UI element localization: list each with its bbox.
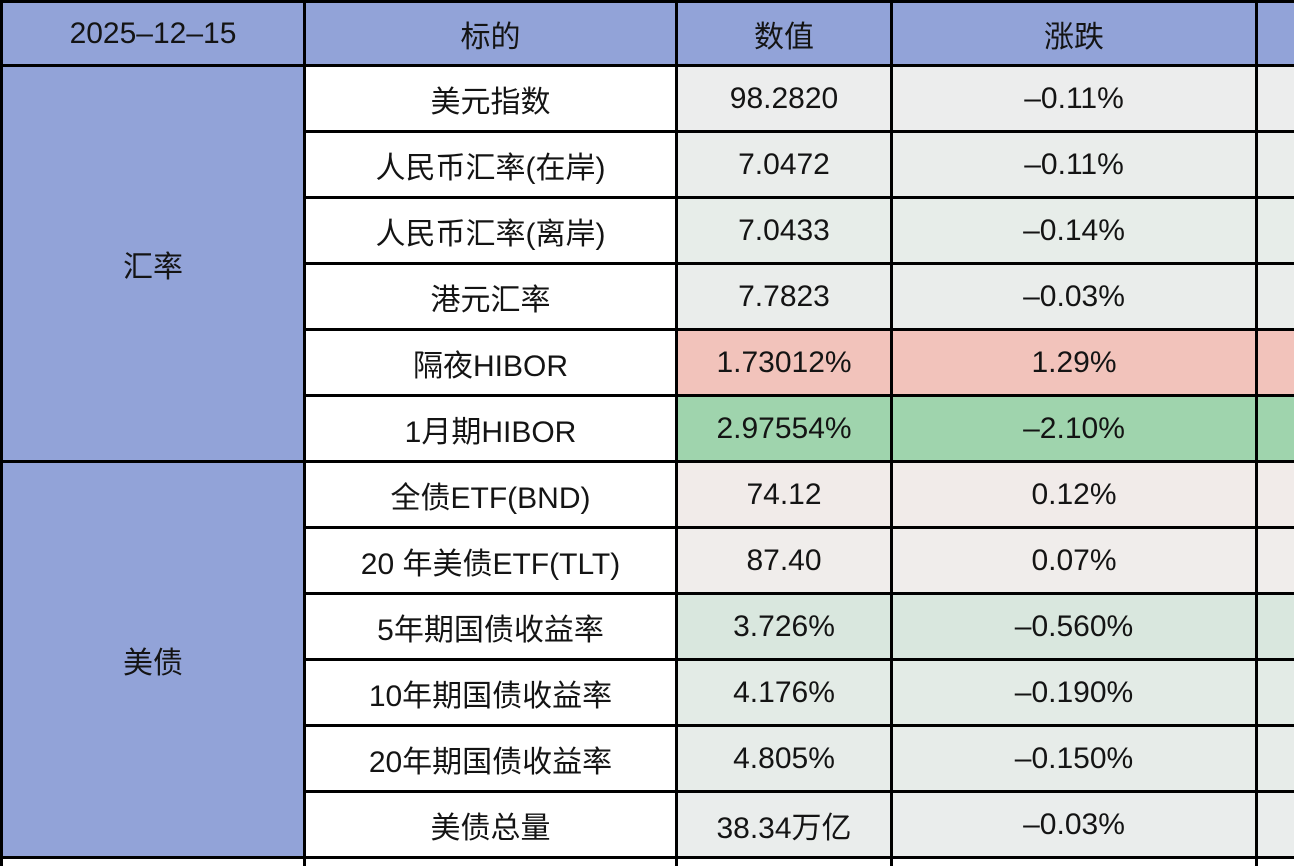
target-cell: 10年期国债收益率: [303, 658, 678, 727]
table-row: 20 年美债ETF(TLT) 87.40 0.07%: [2, 526, 1294, 595]
table-row: 美债 全债ETF(BND) 74.12 0.12%: [0, 460, 1294, 859]
clipped-column-header: [1255, 0, 1294, 67]
clipped-cell: [1255, 394, 1294, 463]
partial-cell: [675, 856, 893, 866]
value-cell: 2.97554%: [675, 394, 893, 463]
table-row: 人民币汇率(在岸) 7.0472 –0.11%: [2, 130, 1294, 199]
table-row: 20年期国债收益率 4.805% –0.150%: [2, 724, 1294, 793]
value-cell: 87.40: [675, 526, 893, 595]
value-cell: 7.7823: [675, 262, 893, 331]
value-header: 数值: [675, 0, 893, 67]
target-cell: 美元指数: [303, 64, 678, 133]
target-cell: 5年期国债收益率: [303, 592, 678, 661]
value-cell: 3.726%: [675, 592, 893, 661]
change-cell: –0.11%: [890, 64, 1258, 133]
clipped-cell: [1255, 196, 1294, 265]
section-label-bonds: 美债: [0, 460, 306, 859]
clipped-cell: [1255, 724, 1294, 793]
table-row: 人民币汇率(离岸) 7.0433 –0.14%: [2, 196, 1294, 265]
clipped-cell: [1255, 262, 1294, 331]
clipped-cell: [1255, 658, 1294, 727]
change-cell: –0.190%: [890, 658, 1258, 727]
target-cell: 港元汇率: [303, 262, 678, 331]
partial-cell: [303, 856, 678, 866]
value-cell: 4.176%: [675, 658, 893, 727]
clipped-cell: [1255, 790, 1294, 859]
partial-cell: [0, 856, 306, 866]
change-cell: 0.07%: [890, 526, 1258, 595]
change-header: 涨跌: [890, 0, 1258, 67]
target-cell: 人民币汇率(离岸): [303, 196, 678, 265]
target-cell: 美债总量: [303, 790, 678, 859]
target-cell: 1月期HIBOR: [303, 394, 678, 463]
value-cell: 98.2820: [675, 64, 893, 133]
value-cell: 4.805%: [675, 724, 893, 793]
clipped-cell: [1255, 64, 1294, 133]
change-cell: –0.560%: [890, 592, 1258, 661]
change-cell: –0.150%: [890, 724, 1258, 793]
value-cell: 74.12: [675, 460, 893, 529]
value-cell: 7.0472: [675, 130, 893, 199]
change-cell: 0.12%: [890, 460, 1258, 529]
target-cell: 隔夜HIBOR: [303, 328, 678, 397]
clipped-cell: [1255, 592, 1294, 661]
change-cell: –0.14%: [890, 196, 1258, 265]
table-row: 隔夜HIBOR 1.73012% 1.29%: [2, 328, 1294, 397]
table-row: 港元汇率 7.7823 –0.03%: [2, 262, 1294, 331]
table-row: 汇率 美元指数 98.2820 –0.11%: [0, 64, 1294, 463]
partial-row: [0, 856, 1294, 866]
clipped-cell: [1255, 526, 1294, 595]
target-cell: 20 年美债ETF(TLT): [303, 526, 678, 595]
change-cell: –2.10%: [890, 394, 1258, 463]
change-cell: –0.11%: [890, 130, 1258, 199]
target-cell: 全债ETF(BND): [303, 460, 678, 529]
clipped-cell: [1255, 130, 1294, 199]
table-row: 1月期HIBOR 2.97554% –2.10%: [2, 394, 1294, 463]
target-cell: 人民币汇率(在岸): [303, 130, 678, 199]
value-cell: 38.34万亿: [675, 790, 893, 859]
table-row: 美债总量 38.34万亿 –0.03%: [2, 790, 1294, 859]
header-row: 2025–12–15 标的 数值 涨跌: [0, 0, 1294, 67]
partial-cell: [890, 856, 1258, 866]
clipped-cell: [1255, 460, 1294, 529]
change-cell: –0.03%: [890, 790, 1258, 859]
value-cell: 1.73012%: [675, 328, 893, 397]
table-row: 5年期国债收益率 3.726% –0.560%: [2, 592, 1294, 661]
target-header: 标的: [303, 0, 678, 67]
value-cell: 7.0433: [675, 196, 893, 265]
change-cell: 1.29%: [890, 328, 1258, 397]
partial-cell: [1255, 856, 1294, 866]
table-row: 10年期国债收益率 4.176% –0.190%: [2, 658, 1294, 727]
date-header: 2025–12–15: [0, 0, 306, 67]
clipped-cell: [1255, 328, 1294, 397]
change-cell: –0.03%: [890, 262, 1258, 331]
section-label-fx: 汇率: [0, 64, 306, 463]
target-cell: 20年期国债收益率: [303, 724, 678, 793]
